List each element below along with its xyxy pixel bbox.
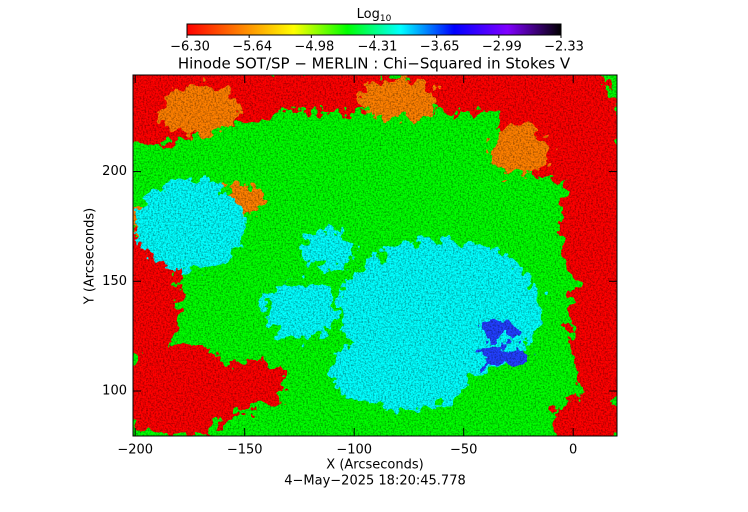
colorbar-title-sub: 10 [380,14,392,24]
heatmap-field [133,75,617,436]
colorbar-tick-label: −6.30 [170,40,210,55]
chart-title: Hinode SOT/SP − MERLIN : Chi−Squared in … [178,55,571,73]
x-tick-label: −200 [117,443,153,458]
x-tick-label: −150 [227,443,263,458]
x-tick-label: −50 [450,443,477,458]
x-axis-label: X (Arcseconds) [326,458,423,473]
footer-timestamp: 4−May−2025 18:20:45.778 [284,474,465,489]
plot-frame [132,74,618,437]
y-tick-label: 200 [102,164,127,179]
x-tick-label: 0 [569,443,577,458]
colorbar-title: Log10 [357,7,392,24]
colorbar-tick-label: −4.98 [294,40,334,55]
y-axis-label: Y (Arcseconds) [83,208,98,305]
colorbar-title-base: Log [357,7,380,22]
colorbar-tick-label: −2.99 [482,40,522,55]
y-tick-label: 150 [102,274,127,289]
x-tick-label: −100 [336,443,372,458]
field-speckle [133,75,617,436]
colorbar-tick-label: −5.64 [232,40,272,55]
y-tick-label: 100 [102,384,127,399]
colorbar-tick-label: −2.33 [544,40,584,55]
colorbar [186,23,562,36]
colorbar-tick-label: −4.31 [358,40,398,55]
colorbar-tick-label: −3.65 [420,40,460,55]
